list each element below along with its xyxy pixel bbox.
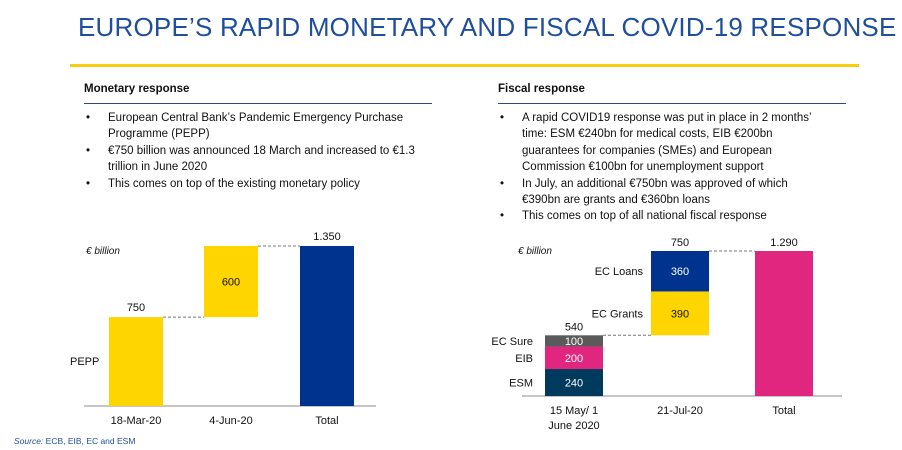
segment-name-label: EIB: [515, 353, 533, 365]
bar: [300, 246, 354, 406]
x-tick-label: Total: [315, 415, 338, 427]
unit-label: € billion: [518, 246, 552, 257]
x-tick-label: Total: [772, 405, 795, 417]
monetary-waterfall-chart: € billion 750 18-Mar-20 600 4-Jun-20 1.350 Tot…: [70, 231, 376, 427]
source-prefix: Source:: [14, 436, 44, 446]
total-label: 750: [671, 237, 689, 249]
bar: [109, 317, 163, 406]
monetary-bullet: European Central Bank’s Pandemic Emergen…: [84, 110, 434, 143]
source-text: ECB, EIB, EC and ESM: [43, 436, 136, 446]
data-label: 750: [127, 302, 145, 314]
monetary-heading-rule: [84, 103, 432, 104]
fiscal-heading: Fiscal response: [498, 83, 585, 95]
data-label: 1.350: [313, 231, 341, 243]
unit-label: € billion: [86, 246, 120, 257]
segment-value-label: 200: [565, 353, 583, 365]
segment-name-label: EC Loans: [595, 266, 644, 278]
segment-value-label: 240: [565, 378, 583, 390]
bar-segment: [755, 251, 813, 396]
bar-segment: [651, 251, 709, 292]
x-tick-label: 21-Jul-20: [657, 405, 703, 417]
fiscal-bullet: This comes on top of all national fiscal…: [498, 208, 814, 225]
segment-value-label: 100: [565, 336, 583, 348]
segment-name-label: ESM: [509, 378, 533, 390]
series-label: PEPP: [70, 356, 99, 368]
fiscal-bullet: In July, an additional €750bn was approv…: [498, 176, 814, 209]
monetary-heading: Monetary response: [84, 83, 190, 95]
bar-segment: [545, 346, 603, 370]
fiscal-bullet: A rapid COVID19 response was put in plac…: [498, 110, 814, 176]
x-tick-label: 18-Mar-20: [111, 415, 162, 427]
bar-segment: [545, 335, 603, 347]
bar-segment: [545, 369, 603, 396]
total-label: 1.290: [770, 237, 798, 249]
x-tick-label: June 2020: [548, 420, 599, 432]
segment-name-label: EC Grants: [592, 308, 644, 320]
x-tick-label: 15 May/ 1: [550, 405, 598, 417]
total-label: 540: [565, 321, 583, 333]
title-underline: [70, 64, 859, 67]
monetary-bullet-list: European Central Bank’s Pandemic Emergen…: [84, 110, 434, 192]
fiscal-waterfall-chart: € billion 240 ESM 200 EIB 100 EC Sure 390 EC Gra…: [491, 237, 842, 432]
segment-value-label: 390: [671, 308, 689, 320]
source-note: Source: ECB, EIB, EC and ESM: [14, 436, 135, 446]
segment-name-label: EC Sure: [491, 336, 533, 348]
page-title: EUROPE’S RAPID MONETARY AND FISCAL COVID…: [78, 12, 897, 42]
bar-segment: [651, 291, 709, 336]
segment-value-label: 360: [671, 266, 689, 278]
monetary-bullet: This comes on top of the existing moneta…: [84, 176, 434, 193]
bar: [204, 246, 258, 318]
fiscal-heading-rule: [498, 103, 846, 104]
monetary-bullet: €750 billion was announced 18 March and …: [84, 143, 434, 176]
x-tick-label: 4-Jun-20: [209, 415, 252, 427]
fiscal-bullet-list: A rapid COVID19 response was put in plac…: [498, 110, 814, 225]
data-label: 600: [222, 277, 240, 289]
